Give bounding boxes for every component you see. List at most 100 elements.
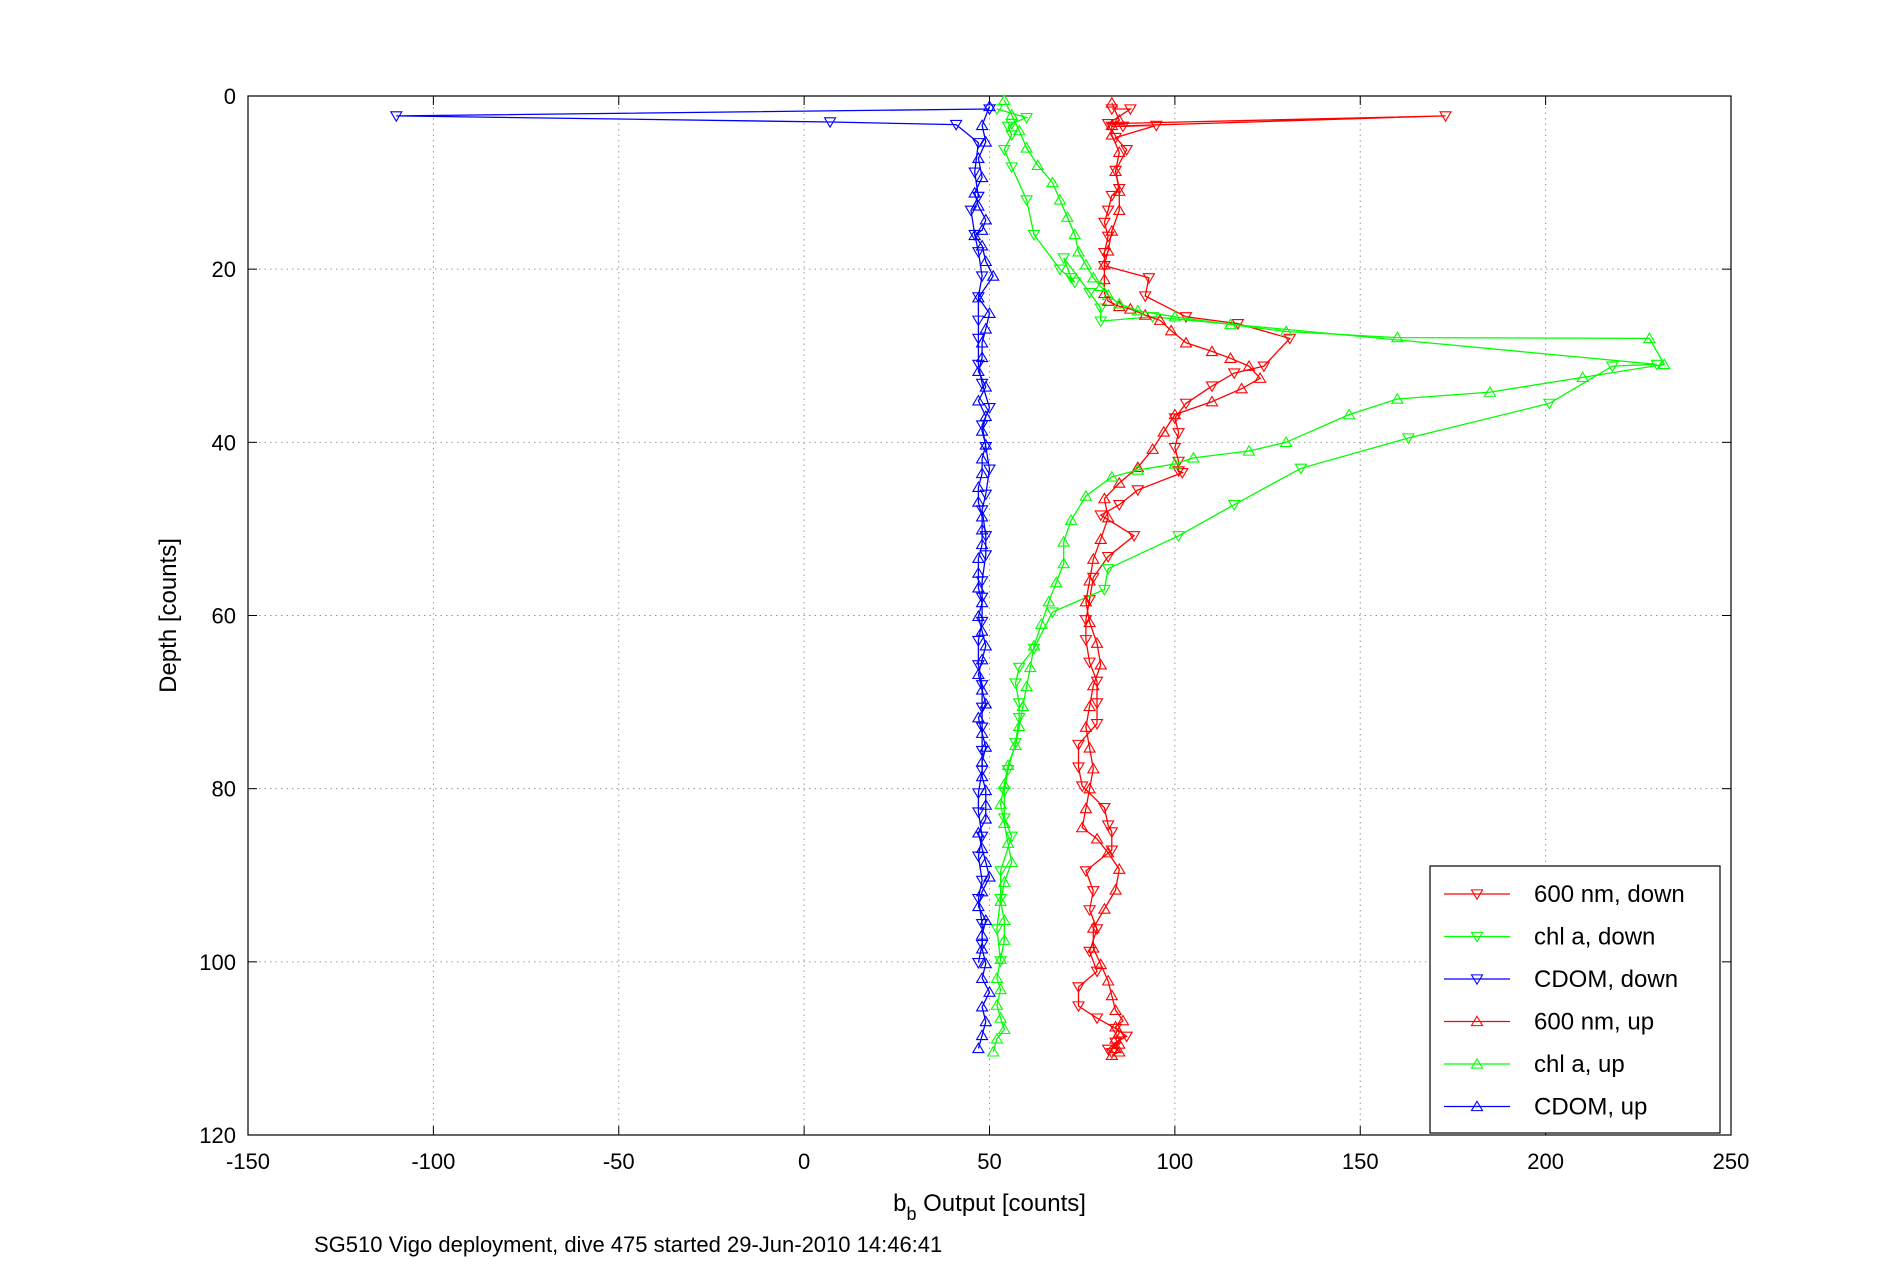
x-tick-label: 0: [798, 1149, 810, 1174]
data-point: [1101, 974, 1115, 986]
data-point: [1005, 831, 1019, 843]
data-point: [1242, 359, 1256, 371]
data-point: [1227, 368, 1241, 380]
legend-item: CDOM, down: [1444, 966, 1678, 993]
data-point: [1168, 310, 1182, 322]
data-point: [964, 205, 978, 217]
data-point: [1097, 261, 1111, 273]
series-line: [1081, 102, 1262, 1056]
x-tick-label: 250: [1713, 1149, 1750, 1174]
data-point: [975, 624, 989, 636]
data-point: [994, 983, 1008, 995]
data-point: [1083, 905, 1097, 917]
legend-item: chl a, down: [1444, 924, 1655, 951]
data-point: [975, 722, 989, 734]
data-point: [1112, 184, 1126, 196]
y-tick-label: 20: [212, 257, 236, 282]
data-point: [949, 119, 963, 131]
data-point: [975, 223, 989, 235]
data-point: [971, 566, 985, 578]
data-point: [990, 1032, 1004, 1044]
data-point: [1172, 466, 1186, 478]
data-point: [1090, 719, 1104, 731]
data-point: [1101, 1044, 1115, 1056]
legend-item: CDOM, up: [1444, 1094, 1647, 1121]
data-point: [1083, 782, 1097, 794]
data-point: [1101, 846, 1115, 858]
legend-label: CDOM, down: [1534, 966, 1678, 993]
data-point: [971, 138, 985, 150]
data-point: [1079, 802, 1093, 814]
data-point: [1086, 921, 1100, 933]
data-point: [1079, 720, 1093, 732]
data-point: [975, 1029, 989, 1041]
data-point: [979, 213, 993, 225]
data-point: [975, 755, 989, 767]
data-point: [997, 816, 1011, 828]
data-point: [1005, 855, 1019, 867]
data-point: [1090, 636, 1104, 648]
series-line: [973, 106, 994, 1049]
series-1: [990, 104, 1664, 968]
data-point: [979, 913, 993, 925]
data-point: [975, 942, 989, 954]
legend-swatch-marker: [1470, 1015, 1484, 1027]
data-point: [975, 971, 989, 983]
data-point: [983, 870, 996, 882]
series-4: [986, 94, 1671, 1057]
data-point: [975, 119, 989, 131]
data-point: [975, 680, 989, 692]
data-point: [1101, 564, 1115, 576]
data-point: [1090, 1013, 1104, 1025]
data-point: [1079, 866, 1093, 878]
data-point: [975, 336, 989, 348]
data-point: [1224, 318, 1237, 330]
data-point: [1131, 463, 1145, 475]
data-point: [1005, 162, 1019, 174]
x-tick-label: 50: [977, 1149, 1001, 1174]
figure-caption: SG510 Vigo deployment, dive 475 started …: [314, 1232, 942, 1257]
data-point: [1146, 442, 1160, 454]
data-point: [1031, 158, 1045, 170]
data-point: [1027, 639, 1041, 651]
data-point: [1057, 535, 1071, 547]
data-point: [1205, 345, 1219, 357]
data-point: [1205, 395, 1219, 407]
data-point: [979, 438, 993, 450]
data-point: [1105, 190, 1119, 202]
legend-label: 600 nm, down: [1534, 881, 1685, 908]
data-point: [1101, 511, 1115, 523]
data-point: [1008, 738, 1022, 750]
data-point: [1057, 557, 1071, 569]
data-point: [1127, 531, 1141, 543]
data-point: [971, 365, 985, 377]
x-axis-label: bb Output [counts]: [893, 1190, 1086, 1224]
data-point: [997, 813, 1011, 825]
data-point: [1005, 108, 1019, 120]
data-point: [1112, 183, 1126, 195]
data-point: [1123, 104, 1137, 116]
data-point: [1105, 128, 1119, 140]
data-point: [997, 933, 1011, 945]
data-point: [975, 171, 989, 183]
data-point: [1542, 398, 1556, 410]
data-point: [971, 359, 985, 371]
data-point: [975, 538, 989, 550]
y-axis-label: Depth [counts]: [155, 538, 182, 693]
data-point: [1097, 902, 1111, 914]
data-point: [971, 199, 985, 211]
data-point: [979, 410, 993, 422]
data-point: [1083, 741, 1097, 753]
y-tick-labels: 0 20 40 60 80 100 120: [199, 84, 236, 1148]
data-point: [1086, 941, 1100, 953]
data-point: [1075, 821, 1089, 833]
data-point: [1086, 886, 1100, 898]
data-point: [979, 489, 993, 501]
legend: 600 nm, down chl a, down CDOM, down 600 nm,…: [1429, 865, 1721, 1134]
data-point: [979, 855, 993, 867]
data-point: [1483, 385, 1497, 397]
x-tick-label: 100: [1157, 1149, 1194, 1174]
data-point: [971, 610, 985, 622]
data-point: [1112, 499, 1126, 511]
